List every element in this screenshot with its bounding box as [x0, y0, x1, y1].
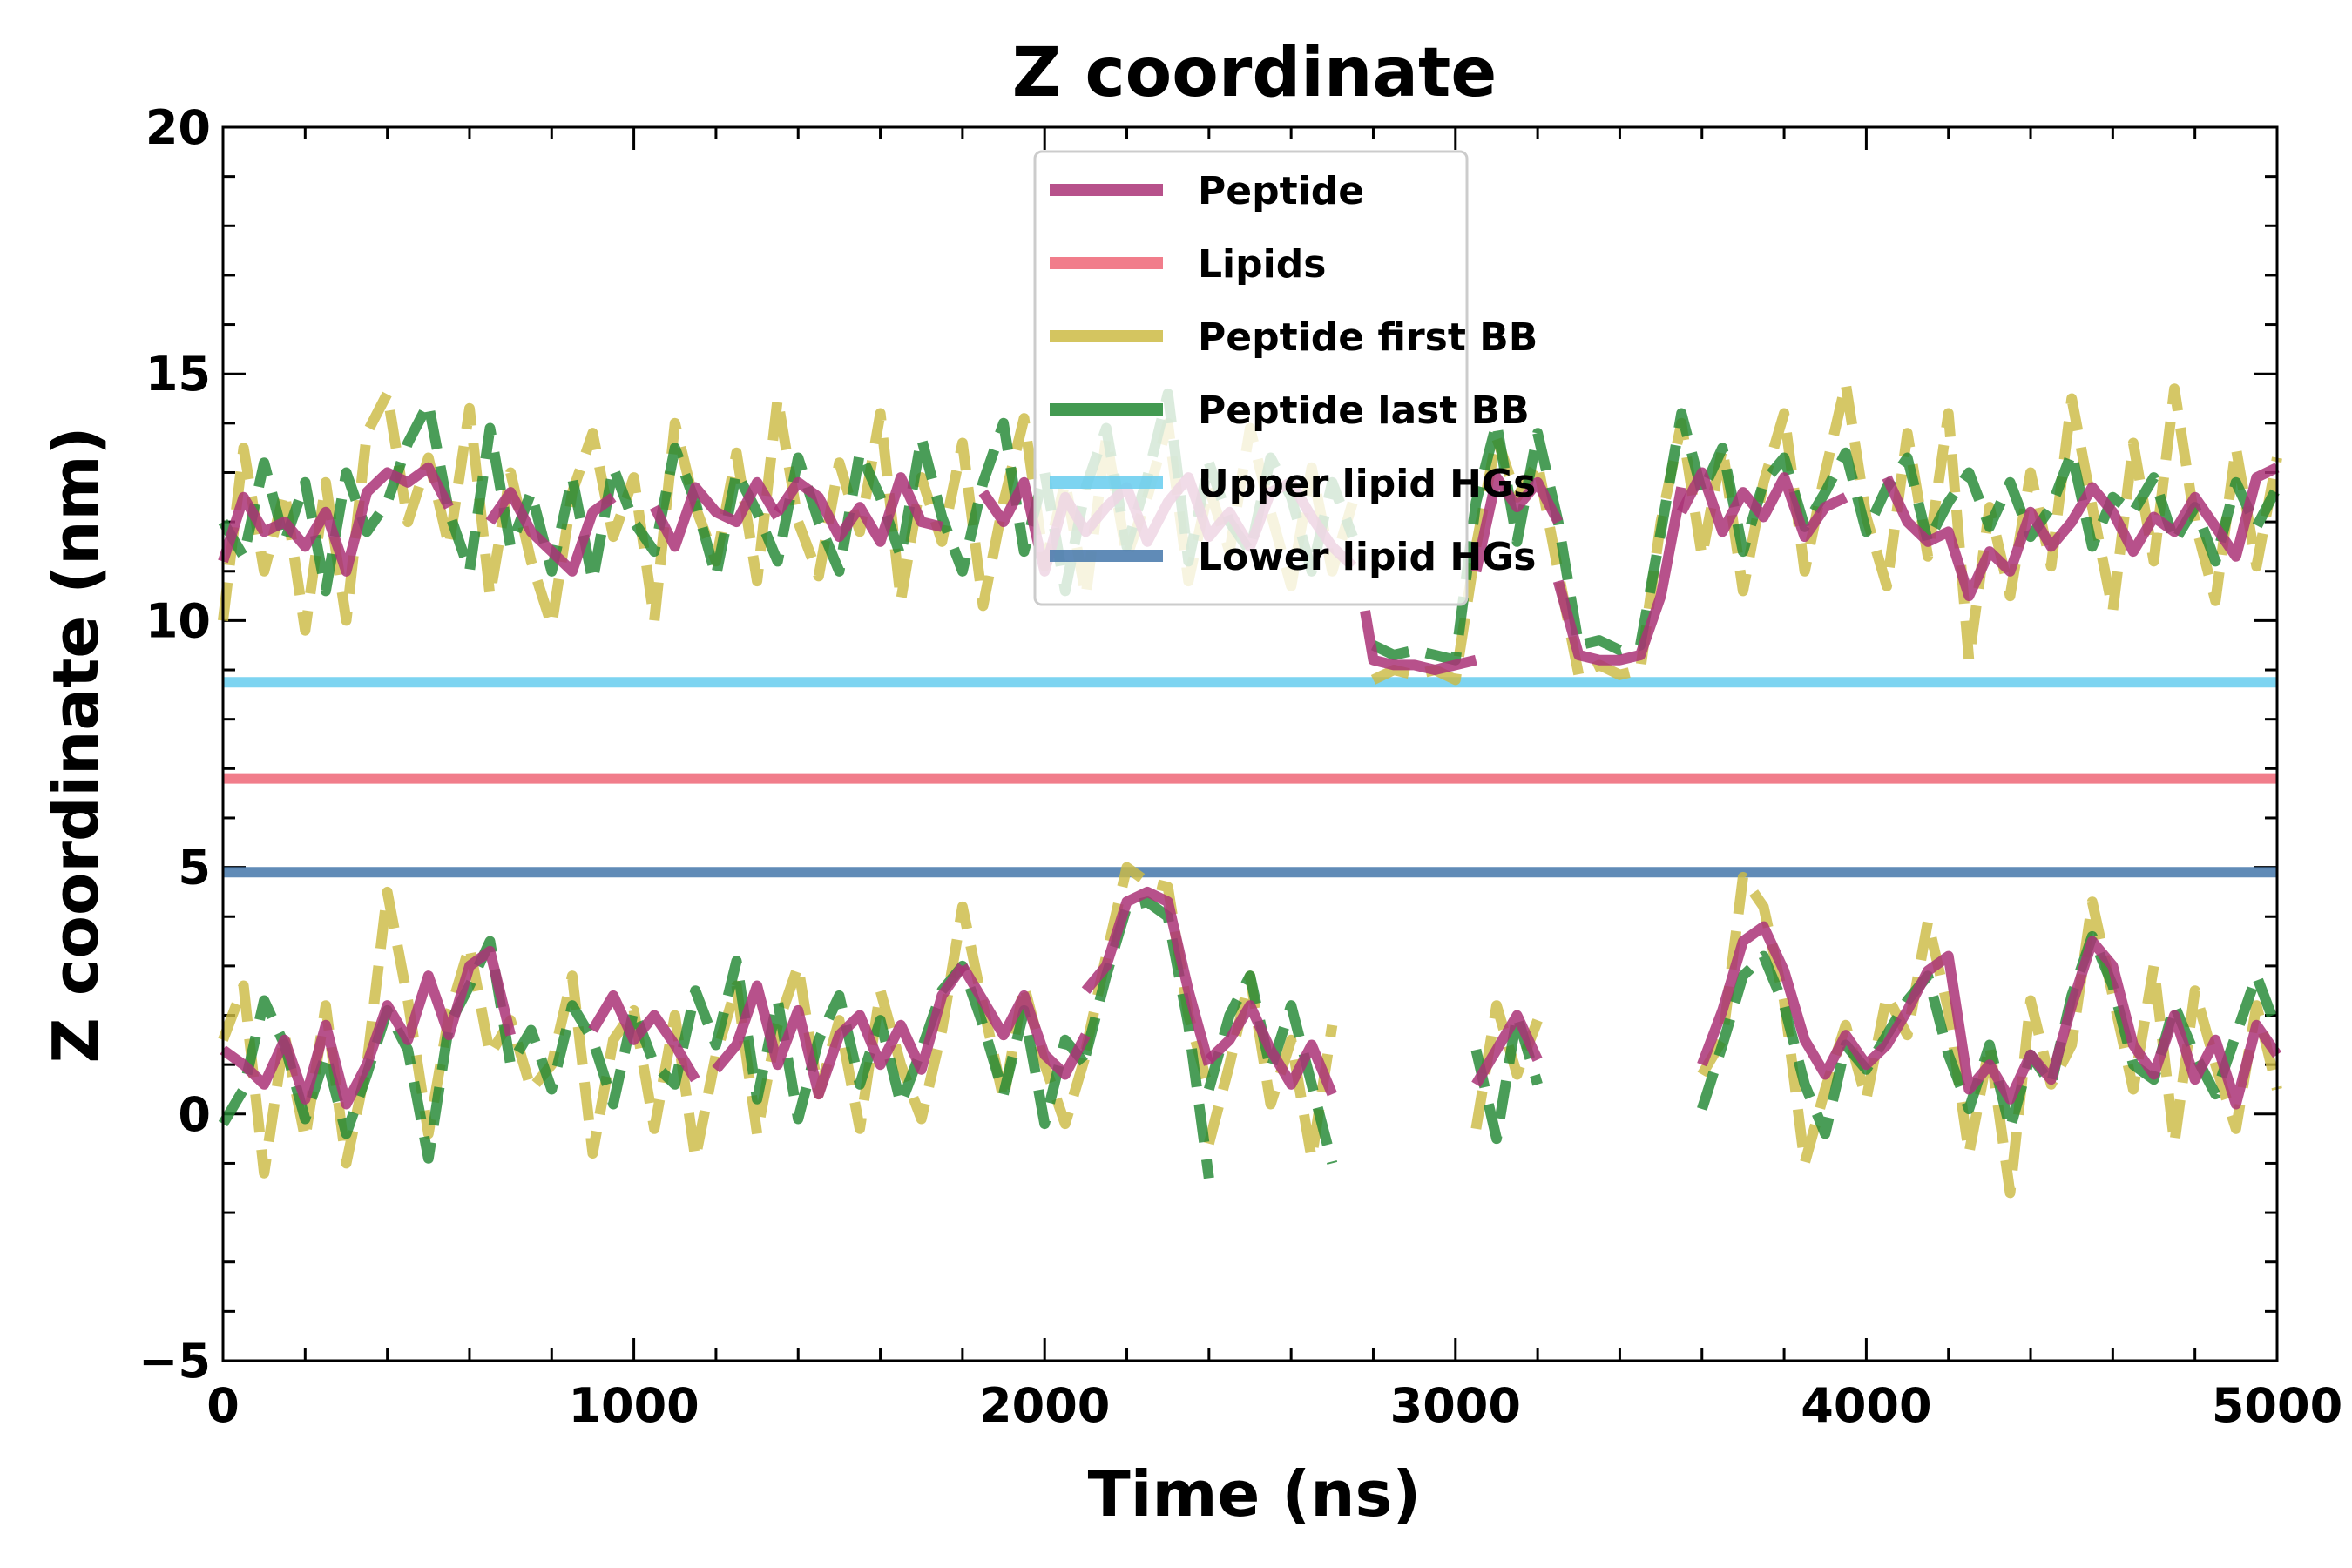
- y-tick-label: 20: [145, 100, 211, 155]
- series-line-peptide-last-bb: [1080, 896, 1214, 1179]
- x-tick-label: 1000: [568, 1378, 699, 1433]
- x-tick-label: 0: [206, 1378, 240, 1433]
- x-tick-label: 5000: [2212, 1378, 2342, 1433]
- y-axis-label: Z coordinate (nm): [39, 427, 112, 1064]
- series-line-peptide: [1470, 472, 1564, 573]
- y-tick-label: −5: [139, 1334, 211, 1389]
- series-line-peptide: [649, 476, 782, 552]
- y-tick-label: 10: [145, 593, 211, 648]
- legend-label-lipids: Lipids: [1198, 242, 1326, 287]
- series-line-peptide: [1205, 1000, 1337, 1097]
- chart-title: Z coordinate: [1012, 34, 1497, 112]
- series-line-peptide: [1360, 610, 1477, 675]
- series-line-peptide: [1471, 1010, 1543, 1087]
- series-line-peptide: [1552, 486, 1687, 666]
- x-tick-label: 3000: [1390, 1378, 1521, 1433]
- x-axis-label: Time (ns): [1088, 1457, 1422, 1531]
- series-line-peptide: [712, 963, 967, 1100]
- x-tick-label: 2000: [979, 1378, 1110, 1433]
- series-line-peptide: [1697, 921, 2281, 1110]
- x-tick-label: 4000: [1801, 1378, 1931, 1433]
- series-line-peptide: [588, 990, 700, 1083]
- series-line-peptide: [957, 963, 1091, 1080]
- series-line-peptide: [1882, 463, 2280, 602]
- series-line-peptide-first-bb: [1203, 970, 1338, 1164]
- series-line-peptide: [1081, 886, 1214, 1066]
- legend-label-peptide-last-bb: Peptide last BB: [1198, 389, 1530, 433]
- y-tick-label: 5: [178, 841, 211, 896]
- series-layer: [218, 378, 2282, 1199]
- series-line-peptide: [1676, 467, 1848, 543]
- legend-label-lower-lipid-hgs: Lower lipid HGs: [1198, 535, 1536, 579]
- series-line-peptide: [220, 945, 516, 1110]
- legend-label-peptide: Peptide: [1198, 169, 1364, 213]
- y-tick-label: 0: [178, 1087, 211, 1142]
- series-line-peptide: [485, 487, 617, 577]
- plot-frame: [221, 125, 2279, 1362]
- legend-label-upper-lipid-hgs: Upper lipid HGs: [1198, 462, 1536, 506]
- y-tick-label: 15: [145, 347, 211, 402]
- legend: Peptide Lipids Peptide first BB Peptide …: [1033, 150, 1538, 606]
- series-line-peptide: [773, 472, 943, 547]
- series-line-peptide-last-bb: [1204, 970, 1338, 1165]
- legend-label-peptide-first-bb: Peptide first BB: [1198, 315, 1538, 360]
- series-line-peptide: [218, 462, 454, 577]
- series-line-peptide-first-bb: [218, 886, 1092, 1179]
